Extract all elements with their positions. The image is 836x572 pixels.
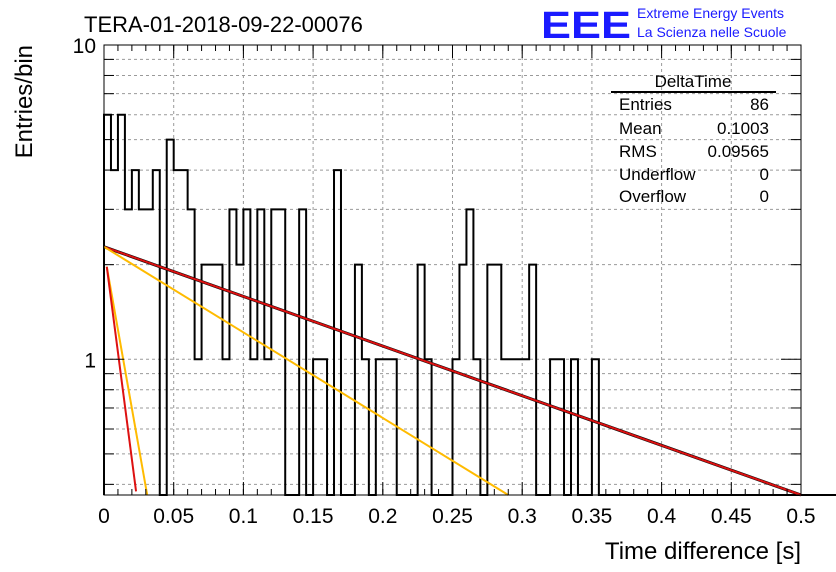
stats-underflow-value: 0 — [760, 165, 769, 184]
x-tick-label: 0.5 — [786, 505, 815, 528]
eee-logo: EEE Extreme Energy Events La Scienza nel… — [541, 5, 787, 47]
eee-logo-line1: Extreme Energy Events — [637, 5, 784, 21]
stats-rms-value: 0.09565 — [708, 142, 769, 161]
x-tick-label: 0.45 — [711, 505, 752, 528]
x-tick-label: 0.35 — [571, 505, 612, 528]
eee-logo-line2: La Scienza nelle Scuole — [637, 24, 787, 40]
chart-title: TERA-01-2018-09-22-00076 — [84, 12, 363, 37]
axes: 0 0.05 0.1 0.15 0.2 0.25 0.3 0.35 0.4 0.45 0.5 1 10 — [73, 35, 816, 528]
x-tick-label: 0.3 — [508, 505, 537, 528]
x-tick-label: 0.4 — [647, 505, 677, 528]
fit-line-4 — [105, 266, 149, 496]
x-tick-label: 0 — [98, 505, 110, 528]
stats-entries-label: Entries — [619, 95, 672, 114]
x-tick-label: 0.05 — [153, 505, 194, 528]
x-tick-label: 0.25 — [432, 505, 473, 528]
x-axis-label: Time difference [s] — [605, 538, 801, 565]
stats-entries-value: 86 — [750, 95, 769, 114]
stats-overflow-value: 0 — [760, 187, 769, 206]
x-tick-label: 0.1 — [229, 505, 258, 528]
x-tick-label: 0.15 — [293, 505, 334, 528]
x-tick-label: 0.2 — [368, 505, 397, 528]
histogram-marks — [103, 113, 836, 496]
stats-rms-label: RMS — [619, 142, 657, 161]
fit-line-3 — [103, 245, 509, 496]
histogram-outline — [103, 113, 836, 496]
fit-line-2 — [103, 245, 802, 496]
stats-mean-label: Mean — [619, 119, 662, 138]
fit-line-5 — [105, 266, 138, 492]
stats-box: DeltaTime Entries 86 Mean 0.1003 RMS 0.0… — [611, 72, 776, 206]
eee-logo-text: EEE — [541, 5, 631, 47]
stats-underflow-label: Underflow — [619, 165, 696, 184]
fit-curves — [103, 245, 802, 497]
y-tick-label: 10 — [73, 35, 96, 58]
stats-mean-value: 0.1003 — [717, 119, 769, 138]
stats-overflow-label: Overflow — [619, 187, 687, 206]
stats-box-title: DeltaTime — [655, 72, 732, 91]
y-tick-label: 1 — [84, 349, 96, 372]
y-axis-label: Entries/bin — [11, 45, 38, 158]
